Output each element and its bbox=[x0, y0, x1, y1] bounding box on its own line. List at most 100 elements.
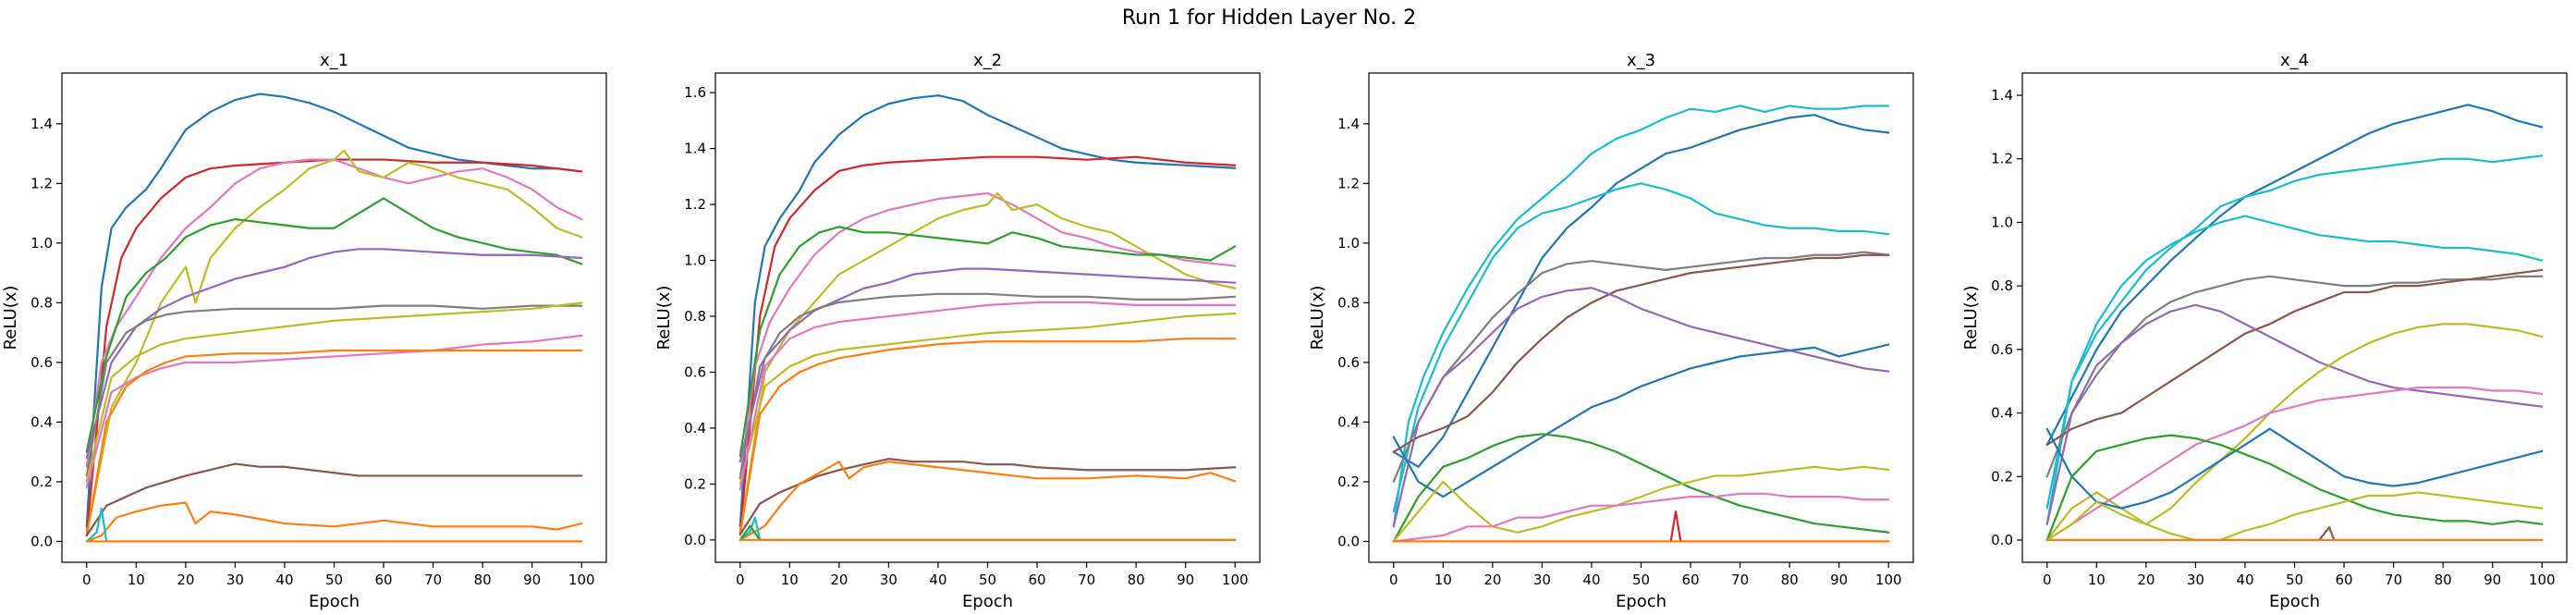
x-tick-label: 20 bbox=[830, 572, 848, 588]
y-tick-label: 1.4 bbox=[31, 116, 53, 132]
series-line-5 bbox=[1392, 253, 1890, 453]
y-tick-label: 0.4 bbox=[1991, 405, 2013, 422]
y-tick-label: 0.2 bbox=[1991, 468, 2013, 485]
x-tick-label: 90 bbox=[1177, 572, 1194, 588]
series-line-4 bbox=[85, 149, 583, 537]
y-tick-label: 0.4 bbox=[684, 420, 706, 437]
y-axis-label: ReLU(x) bbox=[1, 286, 20, 351]
x-tick-label: 40 bbox=[1582, 572, 1600, 588]
x-tick-label: 20 bbox=[177, 572, 194, 588]
series-line-12 bbox=[85, 501, 583, 543]
series-group bbox=[739, 94, 1237, 541]
x-tick-label: 30 bbox=[1533, 572, 1551, 588]
x-tick-label: 90 bbox=[523, 572, 541, 588]
series-group bbox=[85, 92, 583, 543]
series-line-8 bbox=[85, 301, 583, 484]
y-axis-label: ReLU(x) bbox=[654, 286, 674, 351]
y-tick-label: 0.0 bbox=[31, 533, 53, 549]
y-tick-label: 0.2 bbox=[1337, 474, 1360, 490]
x-tick-label: 80 bbox=[1128, 572, 1145, 588]
x-tick-label: 30 bbox=[2187, 572, 2204, 588]
x-tick-label: 30 bbox=[226, 572, 244, 588]
series-line-6 bbox=[1392, 287, 1890, 528]
chart-title: x_2 bbox=[973, 51, 1002, 70]
series-line-9 bbox=[1392, 465, 1890, 543]
series-line-10 bbox=[2045, 434, 2544, 542]
series-line-3 bbox=[1392, 182, 1890, 513]
y-tick-label: 1.2 bbox=[1337, 175, 1360, 191]
y-axis-label: ReLU(x) bbox=[1308, 286, 1327, 351]
series-line-3 bbox=[85, 158, 583, 468]
series-line-5 bbox=[2045, 268, 2544, 446]
series-line-2 bbox=[2045, 154, 2544, 510]
x-tick-label: 100 bbox=[1875, 572, 1902, 588]
series-line-8 bbox=[2045, 386, 2544, 542]
chart-panel-1: 0 10 20 30 40 50 60 70 80 90 100 0.0 0.2 0.4 0.6 0.8 1.0… bbox=[1, 51, 607, 611]
x-axis-label: Epoch bbox=[309, 592, 360, 611]
series-line-4 bbox=[1392, 251, 1890, 484]
y-tick-label: 0.8 bbox=[1337, 294, 1360, 311]
series-line-11 bbox=[85, 462, 583, 537]
x-tick-label: 20 bbox=[1483, 572, 1501, 588]
y-tick-label: 1.6 bbox=[684, 84, 706, 101]
series-line-9 bbox=[739, 301, 1237, 491]
x-tick-label: 50 bbox=[2286, 572, 2303, 588]
series-line-11 bbox=[2045, 491, 2544, 542]
x-tick-label: 0 bbox=[82, 572, 92, 588]
x-tick-label: 30 bbox=[880, 572, 897, 588]
y-tick-label: 1.4 bbox=[1337, 116, 1360, 132]
y-tick-label: 1.2 bbox=[31, 175, 53, 191]
series-line-6 bbox=[739, 267, 1237, 463]
x-tick-label: 70 bbox=[2385, 572, 2402, 588]
y-axis-label: ReLU(x) bbox=[1961, 286, 1981, 351]
x-tick-label: 10 bbox=[1435, 572, 1452, 588]
y-tick-label: 1.4 bbox=[684, 141, 706, 157]
x-tick-label: 70 bbox=[424, 572, 442, 588]
chart-panel-2: 0 10 20 30 40 50 60 70 80 90 100 0.0 0.2 0.4 0.6 0.8 1.0… bbox=[654, 51, 1261, 611]
x-tick-label: 80 bbox=[1781, 572, 1799, 588]
y-tick-label: 1.0 bbox=[1991, 214, 2013, 230]
series-line-10 bbox=[1392, 492, 1890, 543]
y-tick-label: 0.0 bbox=[1337, 533, 1360, 549]
series-line-6 bbox=[2045, 303, 2544, 525]
x-tick-label: 0 bbox=[1389, 572, 1398, 588]
x-tick-label: 50 bbox=[979, 572, 996, 588]
series-line-2 bbox=[85, 158, 583, 537]
x-tick-label: 60 bbox=[374, 572, 392, 588]
series-line-6 bbox=[85, 248, 583, 460]
x-tick-label: 40 bbox=[929, 572, 946, 588]
y-tick-label: 1.4 bbox=[1991, 87, 2013, 104]
x-axis-label: Epoch bbox=[2269, 592, 2320, 611]
series-group bbox=[1392, 105, 1890, 543]
y-tick-label: 0.0 bbox=[1991, 532, 2013, 548]
x-tick-label: 60 bbox=[1028, 572, 1045, 588]
x-tick-label: 60 bbox=[1681, 572, 1699, 588]
x-axis-label: Epoch bbox=[962, 592, 1013, 611]
series-line-8 bbox=[739, 312, 1237, 486]
series-line-7 bbox=[739, 292, 1237, 480]
chart-panel-3: 0 10 20 30 40 50 60 70 80 90 100 0.0 0.2 0.4 0.6 0.8 1.0… bbox=[1308, 51, 1914, 611]
y-tick-label: 0.6 bbox=[1337, 354, 1360, 371]
y-tick-label: 1.2 bbox=[684, 196, 706, 213]
chart-title: x_1 bbox=[320, 51, 348, 70]
x-tick-label: 100 bbox=[568, 572, 595, 588]
x-tick-label: 80 bbox=[474, 572, 492, 588]
x-tick-label: 50 bbox=[325, 572, 343, 588]
y-tick-label: 0.8 bbox=[1991, 277, 2013, 294]
series-line-1 bbox=[2045, 104, 2544, 446]
x-tick-label: 40 bbox=[275, 572, 293, 588]
y-tick-label: 0.8 bbox=[31, 294, 53, 311]
x-tick-label: 10 bbox=[128, 572, 145, 588]
x-tick-label: 100 bbox=[1222, 572, 1249, 588]
y-tick-label: 0.4 bbox=[1337, 413, 1360, 430]
series-line-7 bbox=[1392, 343, 1890, 498]
series-line-5 bbox=[85, 197, 583, 453]
series-line-9 bbox=[2045, 427, 2544, 510]
series-line-2 bbox=[739, 155, 1237, 535]
series-line-3 bbox=[2045, 215, 2544, 525]
x-tick-label: 70 bbox=[1078, 572, 1095, 588]
y-tick-label: 1.2 bbox=[1991, 151, 2013, 167]
series-line-1 bbox=[1392, 105, 1890, 528]
